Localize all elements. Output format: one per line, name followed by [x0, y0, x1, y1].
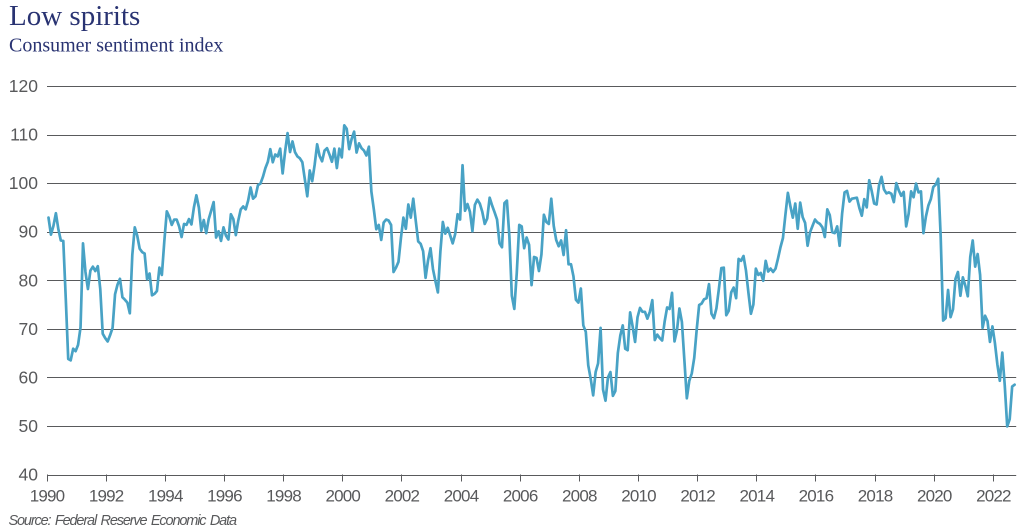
svg-text:2012: 2012: [680, 487, 715, 506]
svg-text:1994: 1994: [148, 487, 183, 506]
svg-text:2008: 2008: [562, 487, 597, 506]
svg-text:110: 110: [10, 125, 38, 145]
svg-text:50: 50: [19, 416, 39, 436]
svg-text:120: 120: [9, 76, 38, 96]
svg-text:2018: 2018: [858, 487, 893, 506]
svg-text:Source: Federal Reserve Econom: Source: Federal Reserve Economic Data: [9, 513, 237, 529]
svg-text:2006: 2006: [503, 487, 538, 506]
svg-text:90: 90: [19, 222, 39, 242]
svg-text:1996: 1996: [207, 487, 242, 506]
svg-text:1992: 1992: [89, 487, 124, 506]
svg-text:2022: 2022: [976, 487, 1011, 506]
svg-text:2000: 2000: [325, 487, 360, 506]
svg-text:2010: 2010: [621, 487, 656, 506]
svg-text:40: 40: [19, 465, 39, 485]
svg-text:2002: 2002: [385, 487, 420, 506]
svg-text:Low spirits: Low spirits: [9, 0, 140, 32]
svg-text:2020: 2020: [917, 487, 952, 506]
svg-text:60: 60: [19, 367, 39, 387]
svg-text:100: 100: [9, 173, 38, 193]
svg-text:1990: 1990: [30, 487, 65, 506]
svg-text:80: 80: [19, 270, 39, 290]
svg-text:2016: 2016: [799, 487, 834, 506]
svg-text:Consumer sentiment index: Consumer sentiment index: [9, 34, 223, 56]
svg-text:2014: 2014: [739, 487, 774, 506]
svg-text:70: 70: [19, 319, 39, 339]
svg-text:1998: 1998: [266, 487, 301, 506]
svg-text:2004: 2004: [444, 487, 479, 506]
